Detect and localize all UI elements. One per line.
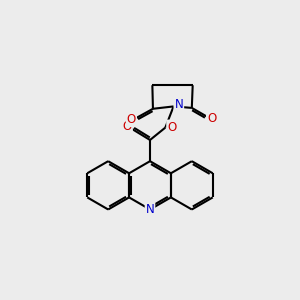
Text: O: O (127, 113, 136, 126)
Text: N: N (175, 98, 183, 111)
Text: O: O (167, 121, 176, 134)
Text: O: O (123, 120, 132, 133)
Text: O: O (207, 112, 216, 125)
Text: N: N (146, 203, 154, 216)
